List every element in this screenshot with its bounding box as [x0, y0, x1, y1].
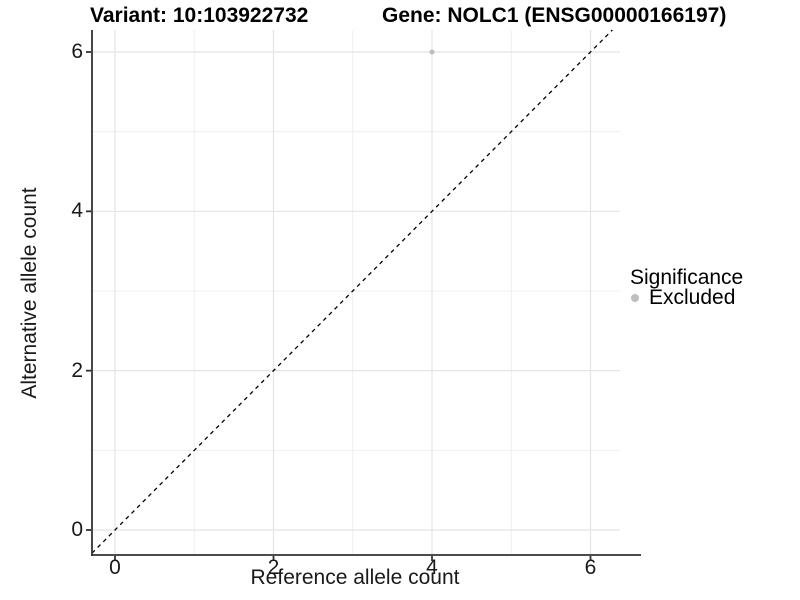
data-point: [429, 49, 435, 55]
plot-title-variant: Variant: 10:103922732: [90, 4, 309, 27]
x-axis-label: Reference allele count: [250, 566, 460, 589]
legend-entry-label: Excluded: [649, 286, 736, 309]
legend-entry-excluded: Excluded: [630, 286, 743, 309]
reference-diagonal-line: [91, 29, 613, 554]
excluded-point-icon: [631, 294, 639, 302]
x-tick-label: 2: [267, 556, 280, 579]
x-tick-label: 6: [584, 556, 597, 579]
x-tick-label: 4: [426, 556, 438, 579]
y-tick-label: 6: [71, 39, 83, 63]
legend-title: Significance: [630, 266, 744, 289]
legend: Significance Excluded: [630, 266, 744, 309]
plot-title-gene: Gene: NOLC1 (ENSG00000166197): [382, 4, 727, 27]
y-tick-label: 2: [71, 358, 83, 382]
y-tick-label: 4: [71, 199, 83, 223]
y-axis-label: Alternative allele count: [18, 187, 41, 399]
x-tick-label: 0: [109, 556, 121, 579]
y-tick-label: 0: [71, 518, 83, 541]
